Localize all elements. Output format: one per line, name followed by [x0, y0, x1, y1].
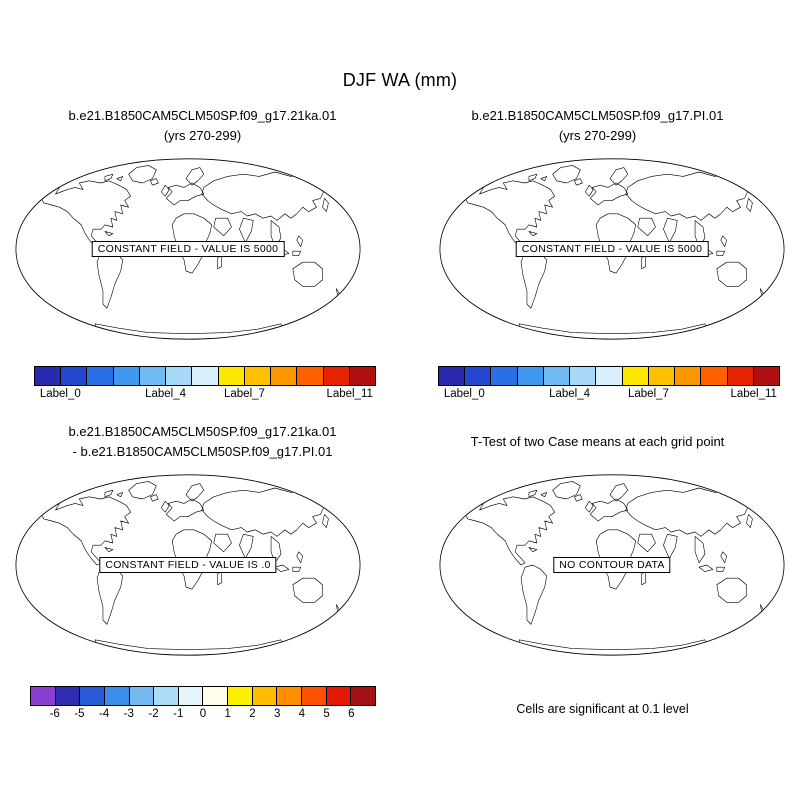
colorbar-label: -3 [123, 708, 134, 720]
colorbar-top-right: Label_0 Label_4 Label_7 Label_11 [438, 366, 780, 404]
colorbar-segment [753, 367, 780, 385]
no-contour-data-label: NO CONTOUR DATA [553, 557, 671, 573]
figure-title: DJF WA (mm) [342, 70, 458, 90]
significance-caption: Cells are significant at 0.1 level [516, 702, 689, 716]
colorbar-bottom-left: -6 -5 -4 -3 -2 -1 0 1 2 3 4 5 6 [30, 686, 376, 724]
colorbar-label: -6 [49, 708, 60, 720]
map-bottom-left: CONSTANT FIELD - VALUE IS .0 [10, 466, 366, 664]
panel-title-top-left: b.e21.B1850CAM5CLM50SP.f09_g17.21ka.01 (… [5, 106, 400, 146]
map-bottom-right: NO CONTOUR DATA [434, 466, 790, 664]
constant-field-label: CONSTANT FIELD - VALUE IS .0 [99, 557, 277, 573]
panel-title-line-2: (yrs 270-299) [558, 128, 637, 143]
colorbar-label: 6 [348, 708, 355, 720]
colorbar-segment [323, 367, 350, 385]
colorbar-label: -5 [74, 708, 85, 720]
colorbar-label: Label_7 [627, 388, 669, 400]
colorbar-segment [154, 687, 179, 705]
colorbar-segment [349, 367, 376, 385]
panel-title-line-1: T-Test of two Case means at each grid po… [470, 434, 725, 449]
colorbar-segment [166, 367, 193, 385]
panel-title-line-1: b.e21.B1850CAM5CLM50SP.f09_g17.21ka.01 [68, 424, 337, 439]
colorbar-labels: Label_0 Label_4 Label_7 Label_11 [34, 388, 376, 404]
colorbar-segment [570, 367, 597, 385]
colorbar-segment [139, 367, 167, 385]
colorbar-segment [648, 367, 676, 385]
constant-field-label: CONSTANT FIELD - VALUE IS 5000 [91, 241, 285, 257]
colorbar-segment [351, 687, 375, 705]
colorbar-segment [277, 687, 303, 705]
colorbar-label: -2 [148, 708, 159, 720]
colorbar-segment [271, 367, 298, 385]
panel-title-line-2: (yrs 270-299) [163, 128, 242, 143]
colorbar-label: 5 [323, 708, 330, 720]
colorbar-segment [701, 367, 728, 385]
colorbar-segment [439, 367, 466, 385]
colorbar-segment [727, 367, 754, 385]
panel-title-bottom-right: T-Test of two Case means at each grid po… [400, 432, 795, 452]
colorbar-segment [61, 367, 88, 385]
colorbar-segment [622, 367, 649, 385]
colorbar-segment [203, 687, 229, 705]
colorbar-top-left: Label_0 Label_4 Label_7 Label_11 [34, 366, 376, 404]
colorbar-segment [326, 687, 352, 705]
colorbar-segment [218, 367, 245, 385]
map-top-left: CONSTANT FIELD - VALUE IS 5000 [10, 150, 366, 348]
colorbar-bar [438, 366, 780, 386]
colorbar-segment [596, 367, 623, 385]
colorbar-segment [31, 687, 56, 705]
colorbar-segment [80, 687, 105, 705]
colorbar-label: 0 [199, 708, 207, 720]
colorbar-segment [113, 367, 140, 385]
colorbar-segment [244, 367, 272, 385]
colorbar-label: 3 [273, 708, 281, 720]
colorbar-label: Label_4 [549, 388, 590, 400]
colorbar-label: Label_7 [223, 388, 265, 400]
colorbar-label: Label_4 [145, 388, 186, 400]
colorbar-segment [252, 687, 278, 705]
colorbar-segment [129, 687, 155, 705]
colorbar-segment [491, 367, 518, 385]
colorbar-label: Label_11 [326, 388, 373, 400]
colorbar-label: 4 [298, 708, 306, 720]
colorbar-label: Label_0 [443, 388, 485, 400]
colorbar-bar [30, 686, 376, 706]
colorbar-label: -1 [173, 708, 184, 720]
constant-field-label: CONSTANT FIELD - VALUE IS 5000 [515, 241, 709, 257]
colorbar-segment [104, 687, 130, 705]
colorbar-label: -4 [99, 708, 110, 720]
colorbar-segment [465, 367, 492, 385]
panel-title-line-1: b.e21.B1850CAM5CLM50SP.f09_g17.PI.01 [471, 108, 724, 123]
panel-title-line-1: b.e21.B1850CAM5CLM50SP.f09_g17.21ka.01 [68, 108, 337, 123]
colorbar-segment [35, 367, 62, 385]
colorbar-labels: -6 -5 -4 -3 -2 -1 0 1 2 3 4 5 6 [30, 708, 376, 724]
colorbar-segment [297, 367, 324, 385]
colorbar-segment [87, 367, 114, 385]
colorbar-labels: Label_0 Label_4 Label_7 Label_11 [438, 388, 780, 404]
colorbar-bar [34, 366, 376, 386]
colorbar-segment [228, 687, 253, 705]
colorbar-segment [543, 367, 571, 385]
colorbar-segment [55, 687, 81, 705]
colorbar-segment [178, 687, 204, 705]
colorbar-label: 1 [224, 708, 231, 720]
colorbar-segment [675, 367, 702, 385]
colorbar-segment [192, 367, 219, 385]
panel-title-line-2: - b.e21.B1850CAM5CLM50SP.f09_g17.PI.01 [72, 444, 333, 459]
map-top-right: CONSTANT FIELD - VALUE IS 5000 [434, 150, 790, 348]
panel-title-top-right: b.e21.B1850CAM5CLM50SP.f09_g17.PI.01 (yr… [400, 106, 795, 146]
colorbar-segment [302, 687, 327, 705]
colorbar-label: Label_0 [39, 388, 81, 400]
panel-title-bottom-left: b.e21.B1850CAM5CLM50SP.f09_g17.21ka.01 -… [5, 422, 400, 462]
colorbar-label: Label_11 [730, 388, 777, 400]
colorbar-label: 2 [249, 708, 256, 720]
colorbar-segment [517, 367, 544, 385]
